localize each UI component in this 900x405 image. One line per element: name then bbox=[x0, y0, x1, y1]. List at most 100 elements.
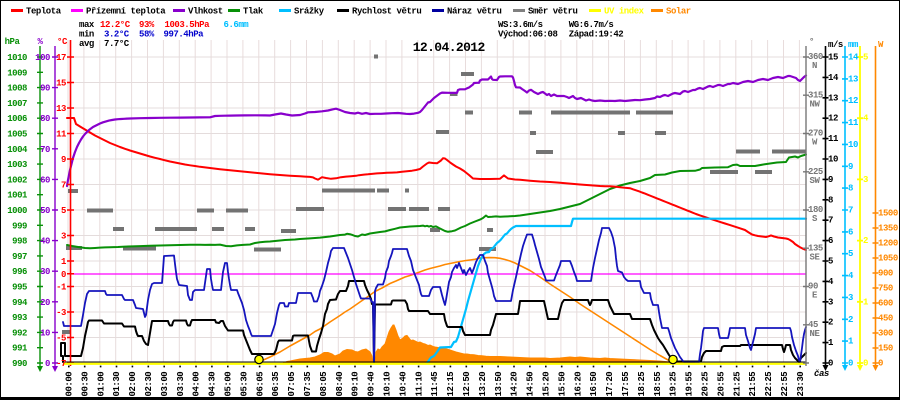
svg-text:997.4hPa: 997.4hPa bbox=[164, 30, 205, 40]
svg-text:450: 450 bbox=[878, 314, 893, 324]
svg-text:0: 0 bbox=[878, 359, 883, 369]
svg-text:80: 80 bbox=[40, 114, 50, 124]
svg-text:SW: SW bbox=[810, 176, 821, 186]
svg-text:15:50: 15:50 bbox=[557, 372, 567, 397]
svg-text:20:55: 20:55 bbox=[716, 372, 726, 397]
svg-text:3: 3 bbox=[61, 232, 66, 242]
svg-text:13: 13 bbox=[56, 104, 66, 114]
svg-text:9: 9 bbox=[61, 155, 66, 165]
svg-text:2: 2 bbox=[863, 236, 868, 246]
svg-text:7.7°C: 7.7°C bbox=[104, 39, 130, 49]
svg-text:90: 90 bbox=[808, 282, 818, 292]
svg-text:11: 11 bbox=[828, 134, 839, 144]
svg-text:S: S bbox=[812, 214, 818, 224]
svg-text:00:30: 00:30 bbox=[80, 372, 90, 397]
svg-text:max: max bbox=[79, 20, 95, 30]
svg-text:0: 0 bbox=[863, 359, 868, 369]
svg-text:14: 14 bbox=[848, 53, 859, 63]
svg-text:N: N bbox=[812, 61, 817, 71]
svg-text:06:05: 06:05 bbox=[255, 372, 265, 397]
svg-text:990: 990 bbox=[12, 359, 27, 369]
svg-text:30: 30 bbox=[40, 267, 50, 277]
svg-text:7: 7 bbox=[828, 216, 833, 226]
svg-text:1003.5hPa: 1003.5hPa bbox=[165, 20, 211, 30]
svg-text:180: 180 bbox=[808, 205, 823, 215]
svg-text:6: 6 bbox=[828, 236, 833, 246]
svg-text:08:05: 08:05 bbox=[319, 372, 329, 397]
svg-text:12:50: 12:50 bbox=[462, 372, 472, 397]
svg-text:1004: 1004 bbox=[7, 145, 28, 155]
svg-text:07:05: 07:05 bbox=[287, 372, 297, 397]
svg-text:10: 10 bbox=[848, 140, 858, 150]
svg-text:994: 994 bbox=[12, 298, 28, 308]
svg-text:Rychlost větru: Rychlost větru bbox=[352, 7, 421, 17]
svg-text:992: 992 bbox=[12, 328, 27, 338]
svg-text:270: 270 bbox=[808, 129, 823, 139]
svg-text:1500: 1500 bbox=[878, 209, 898, 219]
svg-text:19:25: 19:25 bbox=[669, 372, 679, 397]
svg-text:1000: 1000 bbox=[7, 206, 27, 216]
svg-text:13:20: 13:20 bbox=[478, 372, 488, 397]
svg-text:01:00: 01:00 bbox=[96, 372, 106, 397]
svg-text:07:35: 07:35 bbox=[303, 372, 313, 397]
svg-text:Srážky: Srážky bbox=[294, 7, 325, 17]
svg-text:15: 15 bbox=[56, 79, 66, 89]
svg-text:16:50: 16:50 bbox=[589, 372, 599, 397]
svg-text:3.2°C: 3.2°C bbox=[104, 30, 130, 40]
svg-text:70: 70 bbox=[40, 145, 50, 155]
svg-text:1: 1 bbox=[61, 257, 67, 267]
svg-text:50: 50 bbox=[40, 206, 50, 216]
svg-text:90: 90 bbox=[40, 84, 50, 94]
svg-text:18:55: 18:55 bbox=[653, 372, 663, 397]
svg-text:45: 45 bbox=[808, 320, 818, 330]
svg-text:22:55: 22:55 bbox=[780, 372, 790, 397]
svg-text:Náraz větru: Náraz větru bbox=[447, 7, 502, 17]
svg-text:2: 2 bbox=[828, 318, 833, 328]
svg-text:6.6mm: 6.6mm bbox=[224, 20, 250, 30]
svg-text:4: 4 bbox=[863, 114, 869, 124]
svg-text:9: 9 bbox=[828, 175, 833, 185]
svg-text:W: W bbox=[878, 40, 884, 50]
svg-text:1: 1 bbox=[828, 338, 834, 348]
svg-text:100: 100 bbox=[35, 53, 50, 63]
svg-text:Východ:06:08: Východ:06:08 bbox=[498, 30, 557, 40]
svg-text:11:10: 11:10 bbox=[414, 372, 424, 397]
svg-text:1001: 1001 bbox=[7, 191, 28, 201]
svg-text:1350: 1350 bbox=[878, 224, 898, 234]
svg-text:13:50: 13:50 bbox=[494, 372, 504, 397]
svg-text:03:30: 03:30 bbox=[176, 372, 186, 397]
svg-text:4: 4 bbox=[828, 277, 834, 287]
svg-text:750: 750 bbox=[878, 284, 893, 294]
svg-text:3: 3 bbox=[863, 175, 868, 185]
svg-text:8: 8 bbox=[848, 184, 853, 194]
svg-text:5: 5 bbox=[828, 257, 833, 267]
svg-text:13: 13 bbox=[848, 74, 858, 84]
svg-text:1: 1 bbox=[848, 337, 854, 347]
svg-text:°: ° bbox=[809, 37, 814, 47]
svg-text:225: 225 bbox=[808, 167, 823, 177]
svg-text:Směr větru: Směr větru bbox=[528, 7, 578, 17]
svg-text:40: 40 bbox=[40, 237, 50, 247]
svg-text:23:30: 23:30 bbox=[796, 372, 806, 397]
svg-text:1008: 1008 bbox=[7, 84, 27, 94]
svg-text:10: 10 bbox=[828, 155, 838, 165]
svg-text:1: 1 bbox=[863, 297, 869, 307]
svg-text:19:55: 19:55 bbox=[685, 372, 695, 397]
svg-text:NE: NE bbox=[810, 329, 821, 339]
svg-text:12:15: 12:15 bbox=[446, 372, 456, 397]
svg-text:1200: 1200 bbox=[878, 239, 898, 249]
svg-text:NW: NW bbox=[810, 99, 821, 109]
svg-text:0: 0 bbox=[848, 359, 853, 369]
svg-text:čas: čas bbox=[814, 369, 829, 379]
svg-text:1002: 1002 bbox=[7, 175, 27, 185]
svg-text:UV index: UV index bbox=[604, 7, 645, 17]
svg-text:5: 5 bbox=[863, 53, 868, 63]
svg-text:20:25: 20:25 bbox=[701, 372, 711, 397]
svg-text:-1: -1 bbox=[56, 283, 67, 293]
svg-text:-3: -3 bbox=[56, 308, 66, 318]
svg-text:1007: 1007 bbox=[7, 99, 27, 109]
svg-text:17:20: 17:20 bbox=[605, 372, 615, 397]
svg-text:7: 7 bbox=[61, 181, 66, 191]
svg-text:Teplota: Teplota bbox=[26, 7, 62, 17]
svg-text:SE: SE bbox=[810, 252, 821, 262]
